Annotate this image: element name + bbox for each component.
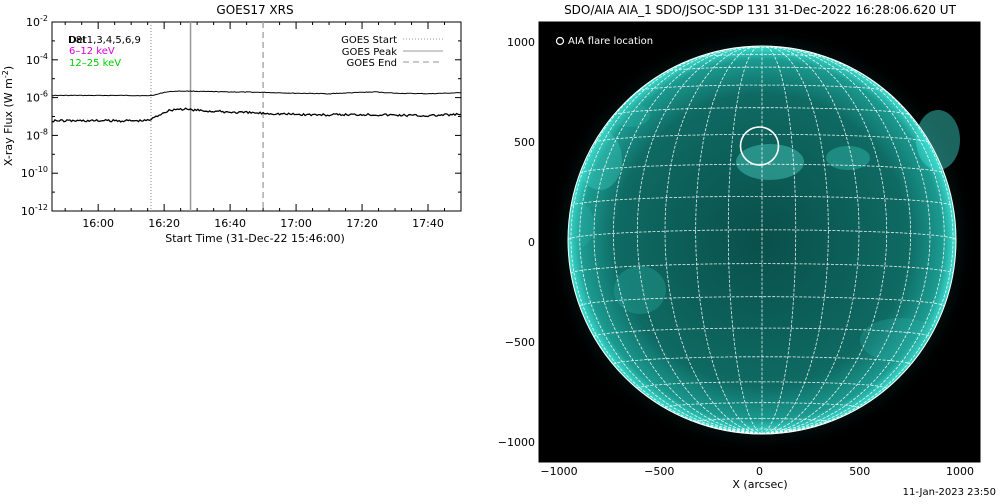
grid-latitude-line xyxy=(637,84,887,92)
goes-x-tick-label: 17:00 xyxy=(280,217,312,230)
aia-panel: SDO/AIA AIA_1 SDO/JSOC-SDP 131 31-Dec-20… xyxy=(498,3,981,491)
aia-x-tick-label: 500 xyxy=(849,465,870,478)
goes-x-tick-label: 17:40 xyxy=(412,217,444,230)
goes-detector-overlap-label: D8t xyxy=(68,35,86,46)
goes-channel-low-label: 6–12 keV xyxy=(69,46,115,57)
goes-x-tick-label: 16:00 xyxy=(82,217,114,230)
goes-x-axis: 16:00 16:20 16:40 17:00 17:20 17:40 xyxy=(64,22,446,230)
aia-y-tick-label: 1000 xyxy=(507,36,535,49)
aia-x-axis-label: X (arcsec) xyxy=(732,478,787,491)
grid-latitude-line xyxy=(664,402,860,408)
aia-y-tick-label: 0 xyxy=(528,236,535,249)
legend-goes-start-label: GOES Start xyxy=(341,35,397,46)
grid-longitude-line xyxy=(579,48,763,434)
goes-y-tick-label: 10-12 xyxy=(21,203,48,218)
grid-longitude-line xyxy=(570,54,763,434)
legend-goes-end-label: GOES End xyxy=(347,58,397,69)
grid-longitude-line xyxy=(761,46,888,434)
aia-x-tick-label: −1000 xyxy=(540,465,577,478)
grid-longitude-line xyxy=(761,46,797,434)
goes-y-tick-label: 10-6 xyxy=(26,90,48,105)
grid-longitude-line xyxy=(593,46,763,434)
goes-x-axis-label: Start Time (31-Dec-22 15:46:00) xyxy=(165,232,345,245)
goes-detector-label: Det1,3,4,5,6,9 xyxy=(69,35,141,46)
grid-longitude-line xyxy=(695,46,763,434)
aia-limb-flare-right xyxy=(916,110,960,170)
goes-title: GOES17 XRS xyxy=(216,3,293,17)
legend-goes-peak-label: GOES Peak xyxy=(342,47,397,58)
goes-x-tick-label: 16:20 xyxy=(148,217,180,230)
goes-y-tick-label: 10-4 xyxy=(26,52,48,67)
grid-longitude-line xyxy=(761,46,931,434)
aia-y-axis: 1000 500 0 −500 −1000 xyxy=(498,36,546,449)
legend-flare-location-label: AIA flare location xyxy=(568,36,653,47)
goes-series-upper-line xyxy=(52,90,462,97)
goes-legend: GOES Start GOES Peak GOES End xyxy=(341,35,443,69)
grid-longitude-line xyxy=(612,46,763,434)
goes-x-tick-label: 16:40 xyxy=(214,217,246,230)
grid-longitude-line xyxy=(761,54,954,434)
goes-x-tick-label: 17:20 xyxy=(346,217,378,230)
goes-y-tick-label: 10-2 xyxy=(26,14,48,29)
grid-longitude-line xyxy=(727,46,763,434)
aia-x-tick-label: 1000 xyxy=(946,465,974,478)
grid-latitude-line xyxy=(579,296,945,307)
grid-longitude-line xyxy=(761,48,945,434)
aia-x-axis: −1000 −500 0 500 1000 xyxy=(540,455,974,478)
footer-date: 11-Jan-2023 23:50 xyxy=(902,487,996,498)
aia-x-tick-label: 0 xyxy=(756,465,763,478)
aia-title: SDO/AIA AIA_1 SDO/JSOC-SDP 131 31-Dec-20… xyxy=(564,3,957,17)
grid-longitude-line xyxy=(761,46,829,434)
grid-longitude-line xyxy=(761,46,860,434)
aia-flare-location-marker xyxy=(739,126,780,166)
grid-longitude-line xyxy=(636,46,763,434)
legend-flare-marker-icon xyxy=(555,36,565,46)
aia-y-tick-label: −500 xyxy=(505,336,535,349)
goes-y-tick-label: 10-8 xyxy=(26,127,48,142)
aia-y-tick-label: −1000 xyxy=(498,436,535,449)
aia-limb-outline xyxy=(567,45,957,435)
grid-longitude-line xyxy=(761,46,912,434)
aia-y-tick-label: 500 xyxy=(514,136,535,149)
goes-panel: GOES17 XRS 10-2 10-4 10-6 10-8 10-10 10-12 16… xyxy=(1,3,462,245)
aia-heliographic-grid xyxy=(568,46,956,434)
goes-series-lower-line xyxy=(51,107,462,123)
goes-y-axis: 10-2 10-4 10-6 10-8 10-10 10-12 xyxy=(21,14,461,218)
aia-x-tick-label: −500 xyxy=(644,465,674,478)
goes-y-axis-label: X-ray Flux (W m-2) xyxy=(1,66,15,166)
goes-channel-high-label: 12–25 keV xyxy=(69,58,121,69)
goes-y-tick-label: 10-10 xyxy=(21,165,48,180)
grid-latitude-line xyxy=(570,196,954,207)
grid-longitude-line xyxy=(664,46,763,434)
